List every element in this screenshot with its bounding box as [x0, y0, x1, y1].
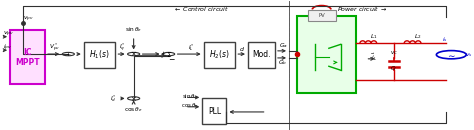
Text: $L_2$: $L_2$ [414, 32, 422, 41]
Text: $v_{pv}$: $v_{pv}$ [23, 15, 34, 24]
Text: $I_d^*$: $I_d^*$ [110, 93, 117, 104]
FancyBboxPatch shape [84, 42, 116, 68]
FancyBboxPatch shape [308, 10, 336, 21]
Circle shape [163, 52, 175, 56]
FancyBboxPatch shape [204, 42, 235, 68]
Text: Mod.: Mod. [252, 50, 271, 59]
Text: $\times$: $\times$ [130, 94, 137, 103]
Text: $\Sigma$: $\Sigma$ [165, 50, 172, 59]
Text: $\sin\theta_e$: $\sin\theta_e$ [125, 25, 142, 34]
Text: Power circuit $\rightarrow$: Power circuit $\rightarrow$ [337, 5, 387, 13]
Circle shape [128, 52, 140, 56]
Text: IC
MPPT: IC MPPT [15, 48, 40, 67]
Text: $\vec{i}_L$: $\vec{i}_L$ [371, 52, 377, 63]
Text: $\times$: $\times$ [130, 50, 137, 58]
Text: $-$: $-$ [168, 53, 176, 62]
Circle shape [62, 52, 74, 56]
Text: $V_{pv}^*$: $V_{pv}^*$ [49, 42, 60, 54]
Text: $v_C$: $v_C$ [390, 49, 398, 57]
Text: $v_{pv}$: $v_{pv}$ [3, 30, 14, 39]
FancyBboxPatch shape [248, 42, 275, 68]
Circle shape [128, 97, 140, 100]
Text: $I_L^*$: $I_L^*$ [188, 43, 194, 53]
FancyBboxPatch shape [297, 16, 356, 93]
Text: $C_f$: $C_f$ [390, 64, 398, 73]
Text: $G_b$: $G_b$ [278, 58, 287, 67]
Text: PLL: PLL [208, 107, 221, 116]
Circle shape [437, 51, 466, 59]
Text: $\sin\theta_e$: $\sin\theta_e$ [182, 92, 199, 101]
Text: $i_{pv}$: $i_{pv}$ [3, 43, 12, 53]
Text: $+$: $+$ [65, 50, 72, 58]
Text: $\leftarrow$ Control circuit: $\leftarrow$ Control circuit [173, 5, 229, 13]
Text: $\cos\theta_e$: $\cos\theta_e$ [181, 101, 199, 110]
Text: $i_s$: $i_s$ [442, 35, 447, 44]
Text: $H_2(s)$: $H_2(s)$ [209, 48, 230, 61]
Text: $H_1(s)$: $H_1(s)$ [89, 48, 110, 61]
Text: $v_s$: $v_s$ [465, 51, 473, 59]
Text: $L_1$: $L_1$ [370, 32, 378, 41]
Text: $d$: $d$ [239, 45, 246, 53]
Text: $+$: $+$ [160, 49, 166, 57]
Text: $G_a$: $G_a$ [279, 41, 287, 50]
FancyBboxPatch shape [202, 98, 227, 124]
Text: $\cos\theta_e$: $\cos\theta_e$ [124, 105, 143, 114]
FancyBboxPatch shape [10, 30, 45, 84]
Text: $I_q^*$: $I_q^*$ [118, 42, 126, 54]
Text: $\sim$: $\sim$ [446, 50, 456, 59]
Text: PV: PV [318, 13, 325, 18]
